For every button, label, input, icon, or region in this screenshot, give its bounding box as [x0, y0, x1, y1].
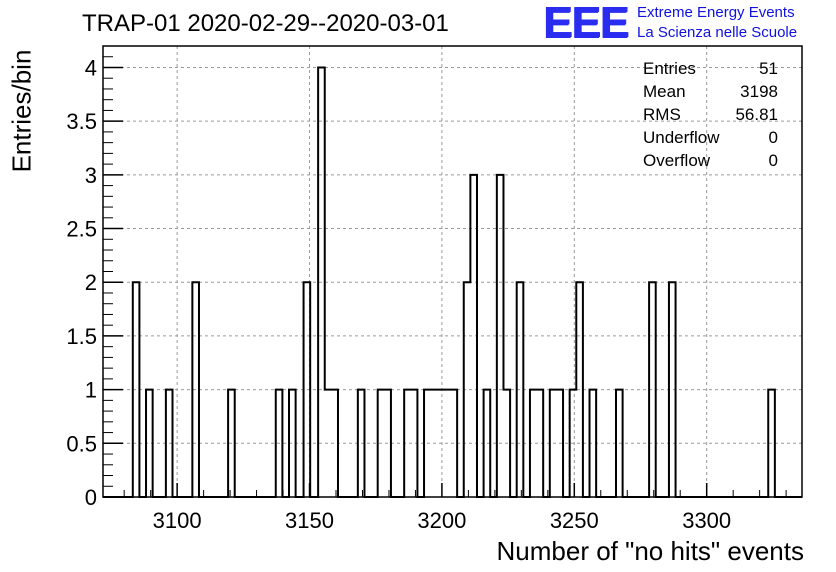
y-tick-label: 0.5: [66, 431, 97, 456]
y-tick-label: 3.5: [66, 109, 97, 134]
stat-name: Overflow: [643, 151, 711, 170]
eee-logo: EEE Extreme Energy Events La Scienza nel…: [543, 0, 833, 47]
y-tick-label: 2: [85, 270, 97, 295]
stat-row-mean: Mean 3198: [640, 82, 782, 105]
eee-logo-line2: La Scienza nelle Scuole: [637, 24, 798, 41]
grid-lines: [103, 46, 802, 497]
eee-logo-mark: EEE: [543, 0, 629, 47]
stat-row-underflow: Underflow 0: [640, 128, 782, 151]
x-tick-label: 3150: [285, 508, 334, 533]
stat-row-rms: RMS 56.81: [640, 105, 782, 128]
x-tick-label: 3250: [550, 508, 599, 533]
y-axis: 0 0.5 1 1.5 2 2.5 3 3.5 4: [66, 55, 123, 510]
y-tick-label: 0: [85, 485, 97, 510]
stat-value: 51: [759, 59, 778, 78]
y-tick-label: 1.5: [66, 324, 97, 349]
stat-row-overflow: Overflow 0: [640, 151, 782, 174]
stat-row-entries: Entries 51: [640, 59, 782, 82]
y-axis-label: Entries/bin: [6, 49, 37, 173]
stats-box: Entries 51 Mean 3198 RMS 56.81 Underflow…: [640, 59, 782, 174]
y-tick-label: 3: [85, 163, 97, 188]
x-axis: 3100 3150 3200 3250 3300: [123, 483, 787, 533]
x-axis-label: Number of "no hits" events: [496, 536, 805, 566]
x-tick-label: 3300: [682, 508, 731, 533]
histogram-line: [103, 66, 802, 498]
stat-name: Underflow: [643, 128, 720, 147]
x-tick-label: 3200: [417, 508, 466, 533]
stat-value: 0: [768, 128, 778, 147]
stat-value: 0: [768, 151, 778, 170]
y-tick-label: 1: [85, 378, 97, 403]
stat-name: RMS: [643, 105, 681, 124]
eee-logo-line1: Extreme Energy Events: [637, 4, 795, 21]
stat-value: 56.81: [735, 105, 778, 124]
y-tick-label: 2.5: [66, 217, 97, 242]
chart-title: TRAP-01 2020-02-29--2020-03-01: [82, 10, 449, 37]
stat-name: Mean: [643, 82, 686, 101]
x-tick-label: 3100: [153, 508, 202, 533]
y-tick-label: 4: [85, 55, 97, 80]
stat-name: Entries: [643, 59, 696, 78]
stat-value: 3198: [740, 82, 778, 101]
